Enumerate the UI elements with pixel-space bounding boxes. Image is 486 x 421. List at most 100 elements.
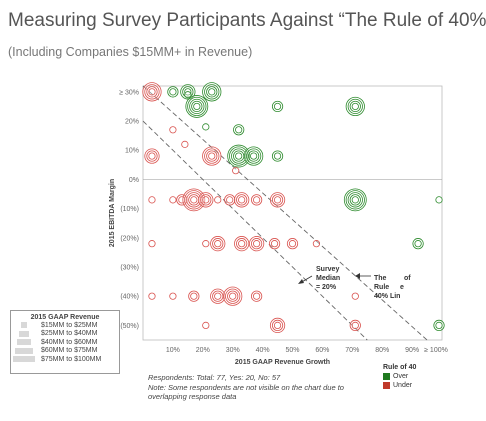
data-bubble: [193, 102, 201, 111]
data-bubble: [271, 319, 284, 332]
data-bubble: [248, 150, 260, 162]
respondents-note: Respondents: Total: 77, Yes: 20, No: 57: [148, 373, 281, 382]
data-bubble: [208, 88, 216, 96]
data-bubble: [251, 290, 263, 302]
chart-title: Measuring Survey Participants Against “T…: [8, 10, 486, 31]
x-tick-label: ≥ 100%: [424, 347, 448, 354]
data-bubble: [214, 196, 222, 204]
data-bubble: [187, 96, 207, 117]
data-bubble: [268, 238, 281, 250]
data-bubble: [191, 100, 203, 113]
data-bubble: [169, 292, 177, 300]
size-legend-title: 2015 GAAP Revenue: [30, 314, 100, 321]
data-bubble: [435, 321, 443, 330]
size-legend-item: $25MM to $40MM: [11, 330, 119, 339]
size-legend-item: $40MM to $60MM: [11, 338, 119, 347]
x-tick-label: 40%: [256, 347, 270, 354]
data-bubble: [169, 126, 177, 134]
data-bubble: [351, 102, 359, 111]
data-bubble: [435, 196, 443, 204]
data-bubble: [236, 238, 248, 250]
data-bubble: [169, 88, 177, 96]
data-bubble: [286, 238, 299, 250]
data-bubble: [288, 240, 297, 248]
data-bubble: [233, 150, 245, 162]
data-bubble: [229, 146, 249, 166]
data-bubble: [148, 292, 156, 300]
data-bubble: [244, 146, 264, 166]
data-bubble: [144, 84, 160, 100]
data-bubble: [253, 240, 261, 248]
y-tick-label: ≥ 30%: [119, 89, 139, 96]
data-bubble: [182, 86, 194, 98]
rule-legend-item-over: Over: [383, 372, 431, 381]
x-tick-label: 90%: [405, 347, 419, 354]
x-tick-label: 60%: [315, 347, 329, 354]
data-bubble: [212, 238, 224, 250]
data-bubble: [345, 96, 365, 117]
rule-annotation: The: [374, 275, 387, 282]
data-bubble: [202, 123, 210, 131]
median-annotation: Median: [316, 275, 340, 282]
rule-annotation: Rule: [374, 284, 389, 291]
data-bubble: [270, 240, 279, 248]
data-bubble: [202, 196, 210, 204]
data-bubble: [176, 194, 188, 206]
data-bubble: [184, 88, 192, 96]
data-bubble: [188, 290, 200, 302]
data-bubble: [167, 86, 179, 98]
data-bubble: [226, 196, 234, 204]
data-bubble: [349, 319, 361, 332]
data-bubble: [224, 194, 236, 206]
data-bubble: [238, 240, 246, 248]
data-bubble: [246, 148, 262, 164]
overlap-note: Note: Some respondents are not visible o…: [148, 382, 344, 402]
data-bubble: [433, 319, 445, 332]
data-bubble: [184, 91, 192, 99]
data-bubble: [202, 146, 222, 166]
x-tick-label: 10%: [166, 347, 180, 354]
data-bubble: [188, 194, 200, 206]
data-bubble: [347, 98, 363, 115]
data-bubble: [345, 190, 365, 210]
data-bubble: [202, 82, 222, 102]
data-bubble: [251, 194, 263, 206]
median-annotation: = 20%: [316, 284, 337, 291]
rule-annotation: e: [400, 284, 404, 291]
rule-of-40-legend: Rule of 40 Over Under: [383, 364, 431, 390]
data-bubble: [181, 140, 189, 148]
data-bubble: [273, 196, 282, 204]
y-tick-label: (30%): [120, 265, 139, 272]
chart-subtitle: (Including Companies $15MM+ in Revenue): [8, 45, 253, 59]
data-bubble: [184, 190, 204, 210]
data-bubble: [148, 196, 156, 204]
size-legend-label: $25MM to $40MM: [41, 330, 98, 338]
data-bubble: [312, 240, 321, 248]
data-bubble: [178, 196, 186, 204]
x-tick-label: 50%: [285, 347, 299, 354]
data-bubble: [251, 238, 263, 250]
reference-line: [142, 120, 368, 341]
rule-legend-item-under: Under: [383, 381, 431, 390]
data-bubble: [190, 196, 198, 204]
data-bubble: [351, 321, 359, 330]
plot-frame: [142, 85, 443, 341]
x-axis-title: 2015 GAAP Revenue Growth: [235, 359, 330, 366]
data-bubble: [412, 238, 424, 250]
reference-line: [142, 85, 428, 341]
data-bubble: [142, 82, 162, 102]
data-bubble: [351, 196, 359, 204]
size-legend-item: $75MM to $100MM: [11, 355, 119, 364]
data-bubble: [204, 148, 220, 164]
y-tick-label: 20%: [125, 119, 139, 126]
median-arrowhead: [298, 279, 304, 284]
data-bubble: [190, 292, 198, 300]
rule-legend-label: Over: [393, 373, 409, 380]
data-bubble: [250, 152, 258, 160]
data-bubble: [232, 167, 240, 175]
data-bubble: [146, 86, 158, 98]
data-bubble: [146, 150, 158, 162]
size-legend-label: $60MM to $75MM: [41, 347, 98, 355]
y-tick-label: (50%): [120, 323, 139, 330]
